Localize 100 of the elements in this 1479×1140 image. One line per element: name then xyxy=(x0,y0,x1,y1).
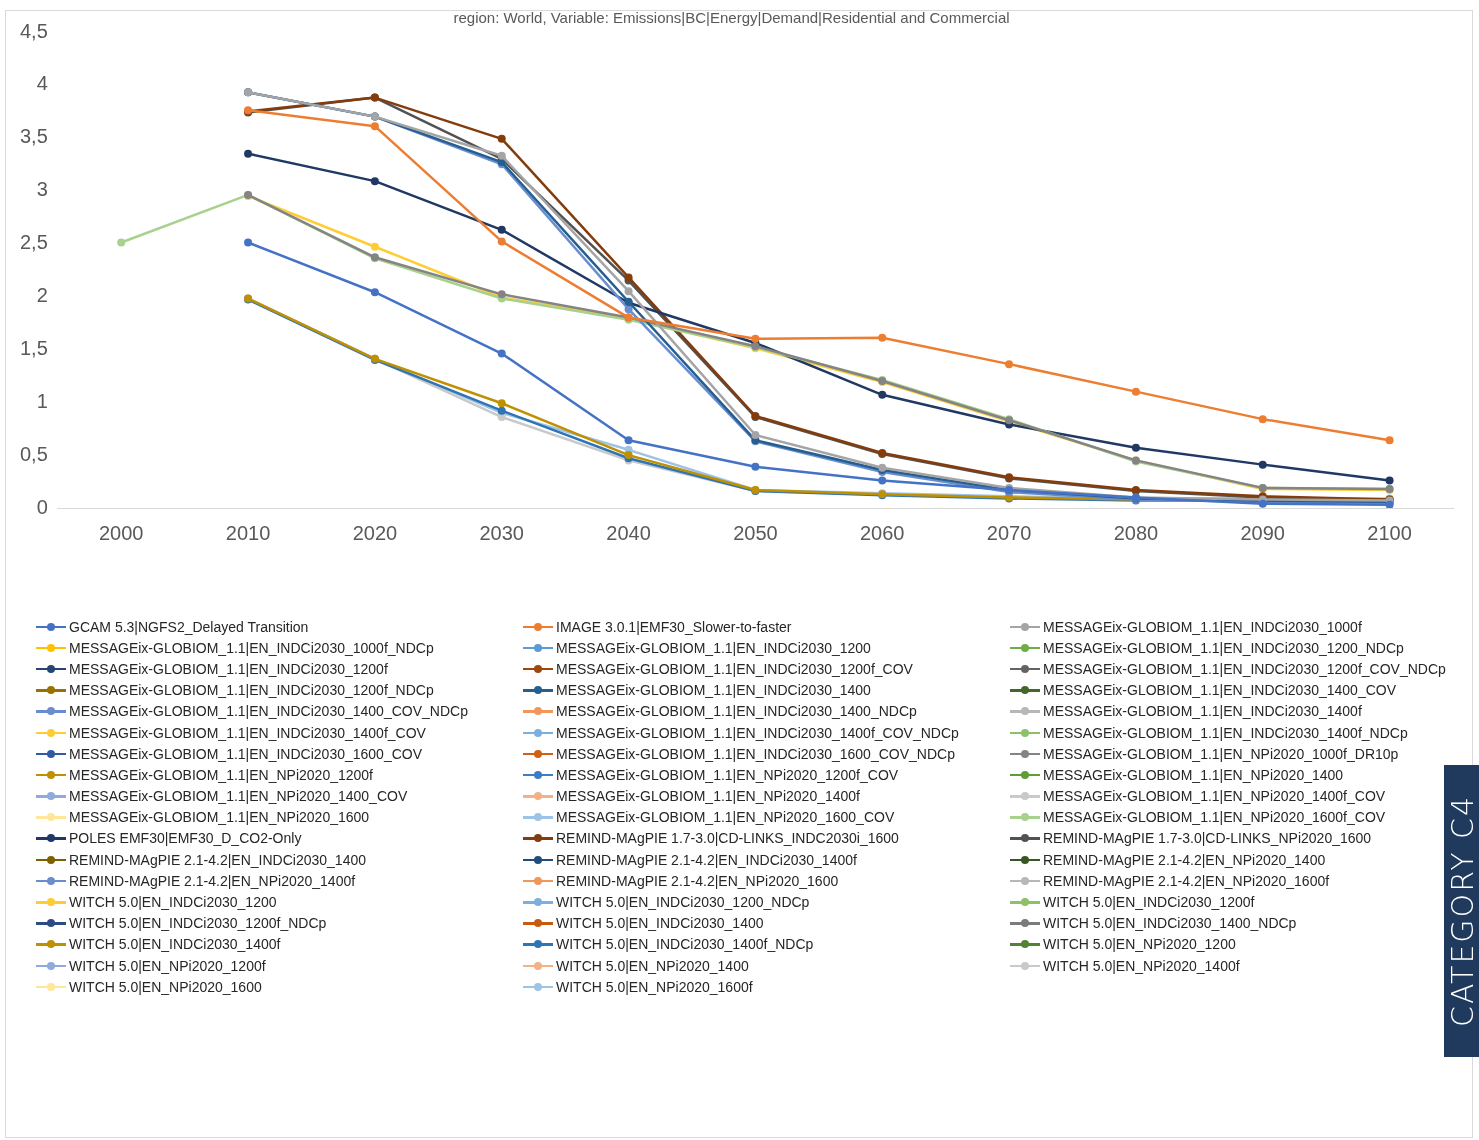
legend-label: REMIND-MAgPIE 2.1-4.2|EN_NPi2020_1400 xyxy=(1043,851,1326,868)
legend-label: REMIND-MAgPIE 1.7-3.0|CD-LINKS_NPi2020_1600 xyxy=(1043,830,1372,847)
point xyxy=(1131,443,1140,452)
y-tick-label: 0 xyxy=(36,495,48,518)
legend-label: MESSAGEix-GLOBIOM_1.1|EN_INDCi2030_1000f_NDCp xyxy=(69,639,434,656)
point xyxy=(1385,436,1394,445)
point xyxy=(878,476,887,485)
x-tick-label: 2050 xyxy=(733,521,778,544)
x-tick-label: 2070 xyxy=(986,521,1032,544)
y-tick-label: 1,5 xyxy=(19,336,48,359)
legend-label: MESSAGEix-GLOBIOM_1.1|EN_NPi2020_1400 xyxy=(1043,766,1344,783)
legend-label: MESSAGEix-GLOBIOM_1.1|EN_INDCi2030_1200 xyxy=(556,639,871,656)
legend-label: MESSAGEix-GLOBIOM_1.1|EN_INDCi2030_1200f xyxy=(69,660,388,677)
y-tick-label: 2,5 xyxy=(19,231,48,254)
x-tick-label: 2030 xyxy=(479,521,524,544)
point xyxy=(1258,460,1267,469)
x-tick-label: 2040 xyxy=(606,521,651,544)
y-tick-label: 0,5 xyxy=(19,442,48,465)
x-tick-label: 2080 xyxy=(1113,521,1159,544)
legend-label: MESSAGEix-GLOBIOM_1.1|EN_INDCi2030_1200f_COV_NDCp xyxy=(1043,660,1446,677)
legend-label: MESSAGEix-GLOBIOM_1.1|EN_INDCi2030_1400_COV_NDCp xyxy=(69,703,468,720)
legend-label: MESSAGEix-GLOBIOM_1.1|EN_NPi2020_1600f_COV xyxy=(1043,809,1386,826)
legend-label: REMIND-MAgPIE 2.1-4.2|EN_NPi2020_1400f xyxy=(69,872,356,889)
x-tick-label: 2020 xyxy=(352,521,398,544)
x-tick-label: 2060 xyxy=(859,521,905,544)
y-tick-label: 1 xyxy=(36,389,48,412)
legend-label: MESSAGEix-GLOBIOM_1.1|EN_NPi2020_1200f_COV xyxy=(556,766,899,783)
legend-label: MESSAGEix-GLOBIOM_1.1|EN_INDCi2030_1400_NDCp xyxy=(556,703,917,720)
point xyxy=(244,238,253,247)
legend-label: WITCH 5.0|EN_INDCi2030_1400 xyxy=(556,915,764,932)
legend-label: WITCH 5.0|EN_INDCi2030_1400_NDCp xyxy=(1043,915,1297,932)
legend-label: MESSAGEix-GLOBIOM_1.1|EN_INDCi2030_1000f xyxy=(1043,618,1362,635)
legend-label: REMIND-MAgPIE 2.1-4.2|EN_INDCi2030_1400f xyxy=(556,851,857,868)
legend-label: GCAM 5.3|NGFS2_Delayed Transition xyxy=(69,618,309,635)
y-tick-label: 4 xyxy=(36,72,48,95)
legend-label: WITCH 5.0|EN_NPi2020_1600 xyxy=(69,978,262,995)
legend-label: MESSAGEix-GLOBIOM_1.1|EN_INDCi2030_1400f_NDCp xyxy=(1043,724,1408,741)
legend-label: MESSAGEix-GLOBIOM_1.1|EN_NPi2020_1400f_COV xyxy=(1043,788,1386,805)
legend-label: MESSAGEix-GLOBIOM_1.1|EN_INDCi2030_1600_COV_NDCp xyxy=(556,745,955,762)
point xyxy=(370,122,379,131)
legend-label: MESSAGEix-GLOBIOM_1.1|EN_NPi2020_1600_COV xyxy=(556,809,895,826)
legend-label: MESSAGEix-GLOBIOM_1.1|EN_INDCi2030_1200f_NDCp xyxy=(69,682,434,699)
point xyxy=(244,149,253,158)
legend-label: MESSAGEix-GLOBIOM_1.1|EN_INDCi2030_1200_NDCp xyxy=(1043,639,1404,656)
x-tick-label: 2010 xyxy=(225,521,271,544)
legend-label: REMIND-MAgPIE 2.1-4.2|EN_NPi2020_1600 xyxy=(556,872,839,889)
point xyxy=(751,431,760,440)
legend-label: MESSAGEix-GLOBIOM_1.1|EN_NPi2020_1200f xyxy=(69,766,374,783)
legend-label: MESSAGEix-GLOBIOM_1.1|EN_INDCi2030_1600_COV xyxy=(69,745,423,762)
legend-label: MESSAGEix-GLOBIOM_1.1|EN_NPi2020_1400f xyxy=(556,788,861,805)
legend-label: WITCH 5.0|EN_NPi2020_1200f xyxy=(69,957,266,974)
legend-label: MESSAGEix-GLOBIOM_1.1|EN_NPi2020_1000f_DR10p xyxy=(1043,745,1399,762)
legend-label: WITCH 5.0|EN_INDCi2030_1200f_NDCp xyxy=(69,915,327,932)
legend-label: WITCH 5.0|EN_INDCi2030_1200 xyxy=(69,894,277,911)
point xyxy=(878,333,887,342)
y-tick-label: 3,5 xyxy=(19,125,48,148)
legend-label: MESSAGEix-GLOBIOM_1.1|EN_INDCi2030_1200f_COV xyxy=(556,660,913,677)
legend-label: MESSAGEix-GLOBIOM_1.1|EN_NPi2020_1400_COV xyxy=(69,788,408,805)
legend-label: REMIND-MAgPIE 1.7-3.0|CD-LINKS_INDC2030i_1600 xyxy=(556,830,899,847)
legend-label: REMIND-MAgPIE 2.1-4.2|EN_NPi2020_1600f xyxy=(1043,872,1330,889)
legend-label: MESSAGEix-GLOBIOM_1.1|EN_INDCi2030_1400f_COV_NDCp xyxy=(556,724,959,741)
legend-label: WITCH 5.0|EN_NPi2020_1600f xyxy=(556,978,753,995)
legend-label: MESSAGEix-GLOBIOM_1.1|EN_INDCi2030_1400f_COV xyxy=(69,724,426,741)
point xyxy=(497,237,506,246)
point xyxy=(878,390,887,399)
point xyxy=(497,349,506,358)
y-tick-label: 2 xyxy=(36,283,48,306)
legend-label: IMAGE 3.0.1|EMF30_Slower-to-faster xyxy=(556,618,792,635)
point xyxy=(117,238,126,247)
point xyxy=(1131,387,1140,396)
legend-label: WITCH 5.0|EN_INDCi2030_1400f_NDCp xyxy=(556,936,814,953)
legend-label: WITCH 5.0|EN_NPi2020_1400 xyxy=(556,957,749,974)
point xyxy=(497,134,506,143)
x-tick-label: 2000 xyxy=(98,521,144,544)
y-tick-label: 4,5 xyxy=(19,19,48,42)
point xyxy=(497,225,506,234)
point xyxy=(624,287,633,296)
legend-label: MESSAGEix-GLOBIOM_1.1|EN_INDCi2030_1400 xyxy=(556,682,871,699)
text: CATEGORY C4 xyxy=(1444,794,1479,1028)
x-tick-label: 2100 xyxy=(1367,521,1412,544)
point xyxy=(624,305,633,314)
legend-label: WITCH 5.0|EN_INDCi2030_1400f xyxy=(69,936,281,953)
legend-label: WITCH 5.0|EN_INDCi2030_1200_NDCp xyxy=(556,894,810,911)
legend-label: MESSAGEix-GLOBIOM_1.1|EN_NPi2020_1600 xyxy=(69,809,370,826)
point xyxy=(497,399,506,408)
point xyxy=(751,462,760,471)
x-tick-label: 2090 xyxy=(1240,521,1285,544)
legend-label: MESSAGEix-GLOBIOM_1.1|EN_INDCi2030_1400_COV xyxy=(1043,682,1397,699)
legend-label: WITCH 5.0|EN_NPi2020_1200 xyxy=(1043,936,1236,953)
chart-title: region: World, Variable: Emissions|BC|Energy|Demand|Residential and Commercial xyxy=(453,9,1010,27)
point xyxy=(624,436,633,445)
legend-label: REMIND-MAgPIE 2.1-4.2|EN_INDCi2030_1400 xyxy=(69,851,366,868)
y-tick-label: 3 xyxy=(36,178,48,201)
point xyxy=(1385,476,1394,485)
point xyxy=(1005,360,1014,369)
legend-label: MESSAGEix-GLOBIOM_1.1|EN_INDCi2030_1400f xyxy=(1043,703,1362,720)
point xyxy=(370,242,379,251)
point xyxy=(370,177,379,186)
point xyxy=(370,288,379,297)
legend-label: POLES EMF30|EMF30_D_CO2-Only xyxy=(69,830,302,847)
